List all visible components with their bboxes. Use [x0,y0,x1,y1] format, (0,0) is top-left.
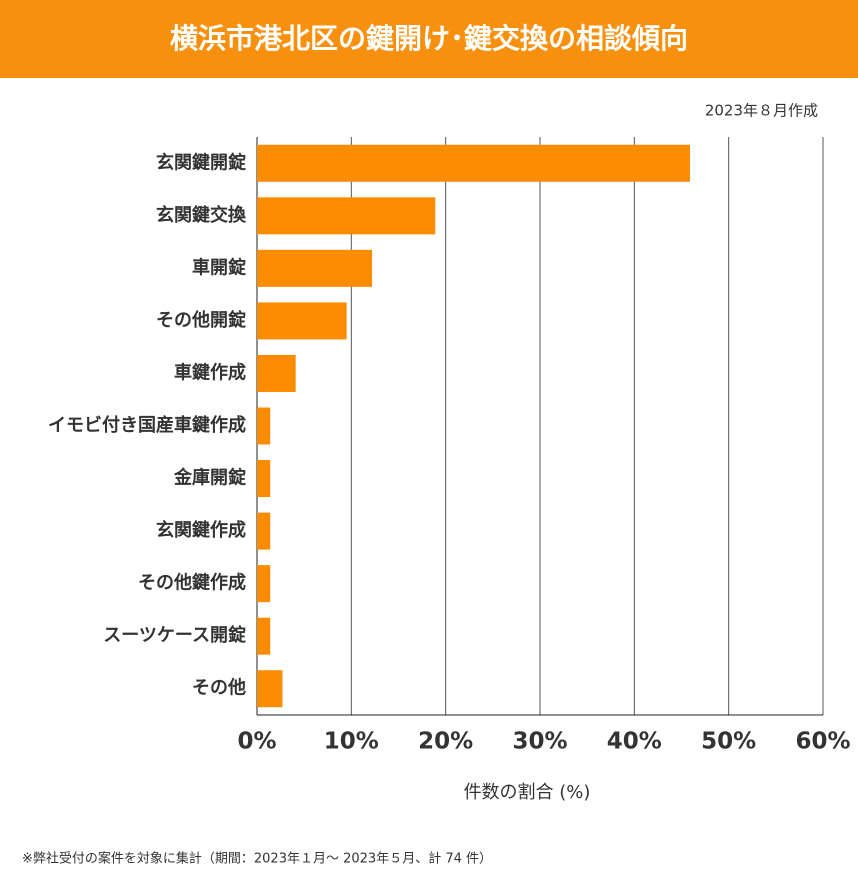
bar [257,302,347,340]
bar [257,249,373,287]
header-band [0,0,858,78]
y-tick-label: 玄関鍵作成 [156,519,246,541]
bar [257,407,271,445]
x-tick-label: 30% [512,729,567,755]
y-tick-label: 車鍵作成 [174,361,246,383]
chart-subtitle: 2023年８月作成 [705,102,818,120]
x-tick-label: 40% [607,729,662,755]
bar [257,354,296,392]
bar [257,617,271,655]
y-tick-label: スーツケース開錠 [103,624,246,646]
bar [257,144,690,182]
bar [257,565,271,603]
y-tick-label: その他鍵作成 [138,572,246,594]
x-tick-label: 60% [795,729,850,755]
y-tick-label: 玄関鍵交換 [156,204,247,226]
footnote: ※弊社受付の案件を対象に集計（期間：2023年１月～ 2023年５月、計 74 … [22,851,492,867]
x-tick-label: 50% [701,729,756,755]
x-tick-label: 20% [418,729,473,755]
y-tick-label: イモビ付き国産車鍵作成 [48,414,246,436]
bar [257,670,283,708]
x-axis-label: 件数の割合 (%) [464,782,591,803]
bar [257,460,271,498]
y-tick-label: 金庫開錠 [173,467,246,489]
y-tick-label: その他 [192,677,246,699]
x-tick-label: 0% [237,729,276,755]
y-tick-label: 玄関鍵開錠 [156,151,246,173]
x-tick-label: 10% [324,729,379,755]
y-tick-label: 車開錠 [192,256,246,278]
bar [257,512,271,550]
chart-title: 横浜市港北区の鍵開け･鍵交換の相談傾向 [170,22,688,55]
bar [257,197,436,235]
y-tick-label: その他開錠 [156,309,246,331]
